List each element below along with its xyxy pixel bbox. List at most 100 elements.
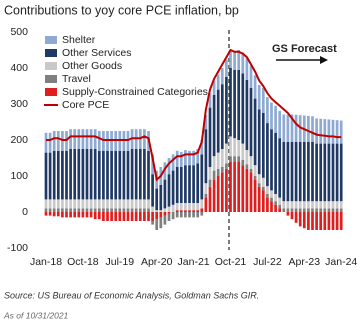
bar-segment	[85, 212, 89, 218]
bar-segment	[89, 149, 93, 200]
bar-segment	[229, 161, 232, 212]
bar-segment	[302, 208, 306, 212]
bar-segment	[274, 105, 277, 133]
bar-segment	[81, 199, 85, 209]
bar-segment	[220, 149, 224, 167]
bar-segment	[274, 201, 277, 205]
bar-segment	[237, 50, 241, 70]
bar-segment	[134, 149, 138, 200]
legend-swatch	[45, 75, 57, 83]
bar-segment	[143, 199, 146, 209]
bar-segment	[126, 212, 130, 221]
bar-segment	[257, 84, 261, 110]
bar-segment	[85, 199, 89, 209]
bar-segment	[319, 118, 323, 144]
bar-segment	[85, 149, 89, 200]
bar-segment	[261, 186, 265, 191]
bar-segment	[282, 208, 286, 212]
bar-segment	[335, 201, 339, 209]
bar-segment	[77, 212, 81, 218]
bar-segment	[167, 213, 171, 221]
bar-segment	[52, 150, 56, 200]
y-tick-label: 100	[10, 170, 28, 182]
legend-label: Other Services	[62, 47, 131, 59]
bar-segment	[294, 141, 298, 202]
bar-segment	[188, 150, 191, 166]
bar-segment	[85, 208, 89, 212]
core-pce-line	[46, 48, 342, 182]
bar-segment	[147, 150, 150, 200]
bar-segment	[257, 186, 261, 212]
bar-segment	[315, 212, 318, 230]
bar-segment	[151, 212, 154, 221]
bar-segment	[89, 212, 93, 218]
bar-segment	[69, 149, 72, 200]
bar-segment	[315, 201, 318, 209]
bar-segment	[151, 206, 154, 212]
bar-segment	[114, 212, 118, 221]
bar-segment	[184, 150, 187, 166]
bar-segment	[233, 138, 236, 157]
bar-segment	[196, 212, 200, 218]
bar-segment	[249, 172, 253, 212]
bar-segment	[331, 201, 335, 209]
bar-segment	[266, 197, 269, 212]
bar-segment	[331, 143, 335, 202]
bar-segment	[81, 212, 85, 218]
bar-segment	[89, 208, 93, 212]
bar-segment	[110, 208, 113, 212]
bar-segment	[233, 161, 236, 212]
bar-segment	[122, 212, 126, 221]
bar-segment	[106, 150, 109, 200]
bar-segment	[307, 201, 310, 209]
bar-segment	[307, 141, 310, 202]
bar-segment	[290, 114, 294, 142]
bar-segment	[179, 210, 183, 212]
bar-segment	[196, 163, 200, 203]
bar-segment	[294, 208, 298, 212]
bar-segment	[298, 201, 302, 209]
bar-segment	[233, 69, 236, 139]
bar-segment	[294, 201, 298, 209]
bar-segment	[270, 197, 273, 202]
bar-segment	[122, 150, 126, 200]
bar-segment	[274, 194, 277, 202]
bar-segment	[339, 143, 343, 202]
bar-segment	[323, 212, 327, 230]
legend-label: Travel	[62, 73, 91, 85]
bar-segment	[155, 210, 159, 212]
bar-segment	[278, 204, 282, 209]
bar-segment	[245, 164, 249, 169]
bar-segment	[151, 154, 154, 175]
bar-segment	[65, 208, 68, 212]
bar-segment	[52, 131, 56, 151]
bar-segment	[200, 154, 204, 200]
bar-segment	[179, 203, 183, 211]
bar-segment	[311, 201, 314, 209]
bar-segment	[241, 165, 245, 212]
bar-segment	[184, 212, 187, 218]
bar-segment	[97, 131, 101, 151]
bar-segment	[298, 141, 302, 202]
bar-segment	[200, 212, 204, 216]
bar-segment	[167, 212, 171, 214]
bar-segment	[241, 143, 245, 160]
bar-segment	[298, 208, 302, 212]
bar-segment	[331, 208, 335, 212]
bar-segment	[225, 168, 228, 212]
bar-segment	[208, 186, 212, 212]
bar-segment	[323, 143, 327, 202]
bar-segment	[270, 190, 273, 198]
bar-segment	[249, 168, 253, 173]
bar-segment	[229, 156, 232, 162]
bar-segment	[159, 185, 163, 211]
bar-segment	[118, 199, 122, 209]
legend-label: Supply-Constrained Categories	[62, 86, 208, 98]
bar-segment	[48, 199, 52, 209]
bar-segment	[257, 183, 261, 187]
bar-segment	[200, 199, 204, 209]
bar-segment	[77, 208, 81, 212]
bar-segment	[204, 129, 208, 184]
y-tick-label: 0	[22, 206, 28, 218]
bar-segment	[69, 199, 72, 209]
